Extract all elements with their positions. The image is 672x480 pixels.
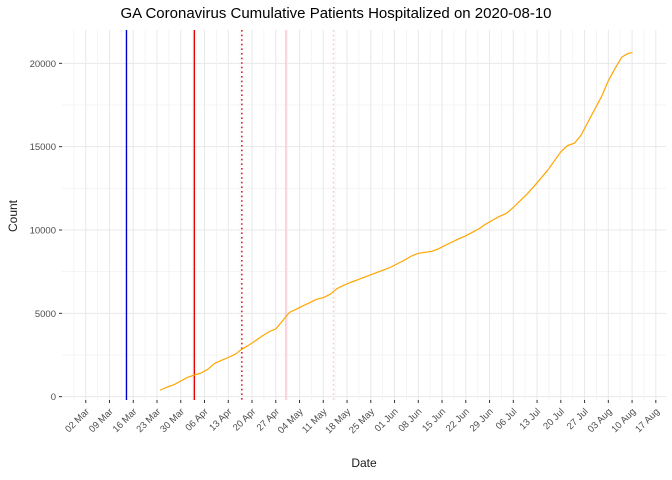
x-tick-label: 15 Jun [420, 406, 448, 434]
x-tick-label: 18 May [323, 406, 353, 436]
y-tick-label: 5000 [35, 309, 56, 320]
x-tick-label: 10 Aug [609, 406, 638, 435]
y-tick-label: 10000 [30, 226, 56, 237]
x-tick-label: 06 Apr [183, 406, 210, 433]
x-tick-label: 23 Mar [134, 406, 163, 435]
x-tick-label: 16 Mar [111, 406, 140, 435]
data-series [159, 52, 633, 391]
x-tick-label: 01 Jun [373, 406, 401, 434]
x-axis-title: Date [351, 456, 377, 470]
x-tick-label: 03 Aug [586, 406, 615, 435]
chart-title: GA Coronavirus Cumulative Patients Hospi… [120, 5, 552, 22]
x-tick-label: 08 Jun [396, 406, 424, 434]
x-tick-label: 09 Mar [87, 406, 116, 435]
x-tick-label: 30 Mar [158, 406, 187, 435]
x-tick-label: 02 Mar [63, 406, 92, 435]
y-tick-label: 20000 [30, 59, 56, 70]
x-tick-label: 22 Jun [444, 406, 472, 434]
x-tick-label: 25 May [347, 406, 377, 436]
reference-vlines [125, 30, 335, 400]
y-tick-label: 15000 [30, 142, 56, 153]
x-tick-label: 29 Jun [468, 406, 496, 434]
x-tick-label: 17 Aug [633, 406, 662, 435]
x-tick-label: 20 Apr [231, 406, 258, 433]
x-tick-label: 06 Jul [494, 406, 520, 432]
gridlines [62, 30, 666, 400]
x-tick-label: 20 Jul [541, 406, 567, 432]
x-tick-label: 13 Apr [207, 406, 234, 433]
x-tick-label: 13 Jul [517, 406, 543, 432]
y-tick-label: 0 [51, 392, 56, 403]
x-tick-label: 04 May [276, 406, 306, 436]
cumulative-patients-hospitalized-line [159, 52, 633, 391]
